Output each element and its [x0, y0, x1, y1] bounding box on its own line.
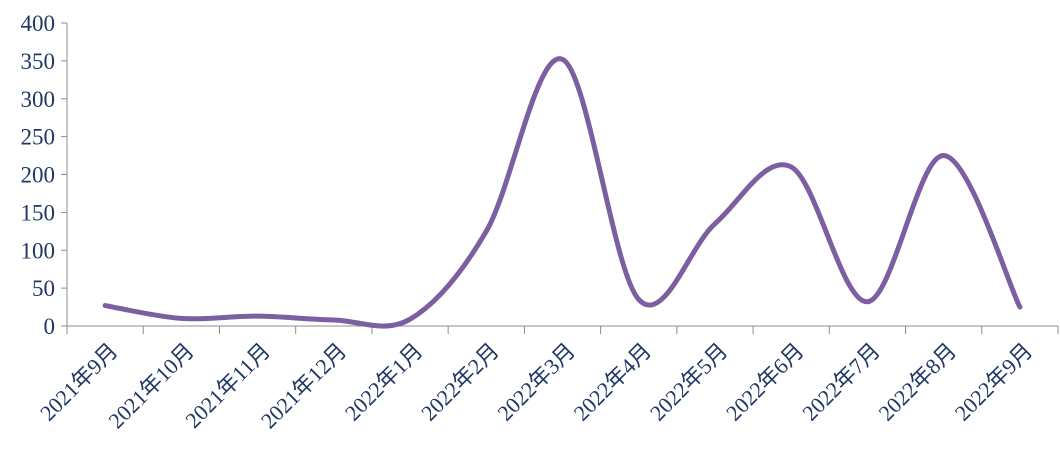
- y-tick-label: 200: [21, 163, 56, 188]
- x-tick-label: 2022年2月: [416, 338, 504, 426]
- x-tick-label: 2022年3月: [492, 338, 580, 426]
- x-tick-label: 2022年5月: [645, 338, 733, 426]
- x-tick-label: 2022年8月: [873, 338, 961, 426]
- y-tick-label: 0: [44, 314, 56, 339]
- y-tick-label: 150: [21, 200, 56, 225]
- series-layer: [102, 56, 1023, 329]
- y-tick-label: 350: [21, 49, 56, 74]
- y-tick-label: 250: [21, 125, 56, 150]
- series-line: [102, 56, 1023, 329]
- y-tick-label: 50: [32, 276, 55, 301]
- y-axis: 0 50 100 150 200 250 300 350 400: [21, 11, 68, 339]
- y-tick-label: 100: [21, 238, 56, 263]
- x-tick-label: 2022年1月: [340, 338, 428, 426]
- y-tick-label: 400: [21, 11, 56, 36]
- x-tick-label: 2022年9月: [950, 338, 1038, 426]
- x-tick-label: 2022年7月: [797, 338, 885, 426]
- x-tick-label: 2022年4月: [569, 338, 657, 426]
- x-tick-label: 2022年6月: [721, 338, 809, 426]
- y-tick-label: 300: [21, 87, 56, 112]
- x-axis: 2021年9月2021年10月2021年11月2021年12月2022年1月20…: [35, 325, 1059, 433]
